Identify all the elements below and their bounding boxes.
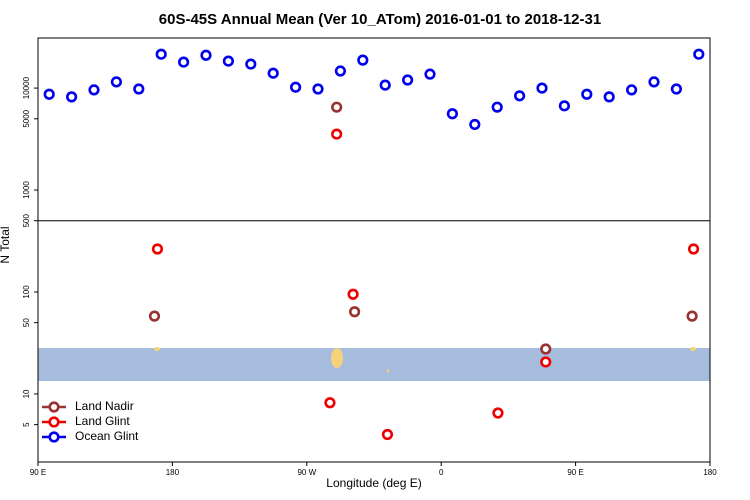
point [43, 88, 55, 100]
point [558, 100, 571, 112]
point [222, 55, 234, 67]
point [687, 243, 700, 255]
plot-frame [37, 37, 711, 463]
point [331, 128, 343, 140]
point [200, 49, 212, 61]
y-tick-label: 10000 [22, 76, 31, 99]
legend-label: Land Glint [75, 414, 130, 428]
legend-label: Ocean Glint [75, 429, 139, 443]
legend-marker [48, 431, 60, 443]
point [491, 101, 503, 113]
y-tick-label: 5 [22, 422, 31, 427]
legend-label: Land Nadir [75, 399, 134, 413]
point [334, 65, 347, 77]
point [693, 48, 705, 60]
point [686, 310, 698, 322]
point [148, 310, 161, 322]
point [133, 83, 145, 95]
point [290, 81, 302, 93]
map-strip [38, 347, 710, 381]
point [446, 108, 459, 120]
x-tick-label: 90 W [297, 468, 316, 477]
map-land [386, 369, 390, 373]
point [347, 288, 359, 300]
point [581, 88, 593, 100]
point [625, 84, 638, 96]
point [155, 48, 167, 60]
x-tick-label: 90 E [30, 468, 46, 477]
chart-title: 60S-45S Annual Mean (Ver 10_ATom) 2016-0… [159, 11, 601, 28]
y-tick-label: 500 [22, 214, 31, 228]
point [670, 83, 683, 95]
point [88, 84, 100, 96]
y-tick-label: 1000 [22, 181, 31, 199]
point [267, 67, 279, 79]
map-land [331, 348, 343, 368]
legend-marker [48, 401, 60, 413]
map-ocean [38, 348, 710, 381]
y-tick-label: 100 [22, 285, 31, 299]
point [245, 58, 257, 70]
point [357, 54, 369, 66]
map-land [154, 347, 160, 351]
point [540, 343, 552, 355]
y-tick-label: 5000 [22, 109, 31, 127]
x-tick-label: 180 [703, 468, 717, 477]
y-tick-label: 10 [22, 389, 31, 398]
point [492, 407, 504, 419]
point [648, 76, 660, 88]
x-tick-label: 0 [439, 468, 444, 477]
point [312, 83, 324, 95]
point [110, 76, 122, 88]
point [540, 356, 552, 368]
point [513, 90, 526, 102]
point [402, 74, 414, 86]
point [178, 56, 190, 68]
map-land [690, 347, 696, 351]
point [65, 91, 78, 103]
point [331, 101, 343, 113]
x-tick-label: 180 [166, 468, 180, 477]
legend-marker [48, 416, 60, 428]
point [348, 306, 361, 318]
point [151, 243, 164, 255]
point [381, 428, 394, 441]
point [379, 79, 391, 91]
point [424, 68, 436, 80]
point [469, 118, 481, 131]
y-tick-label: 50 [22, 318, 31, 327]
x-tick-label: 90 E [567, 468, 583, 477]
x-axis-label: Longitude (deg E) [326, 476, 421, 490]
y-axis-label: N Total [0, 226, 12, 263]
point [603, 91, 615, 103]
point [324, 397, 336, 409]
point [536, 82, 548, 94]
